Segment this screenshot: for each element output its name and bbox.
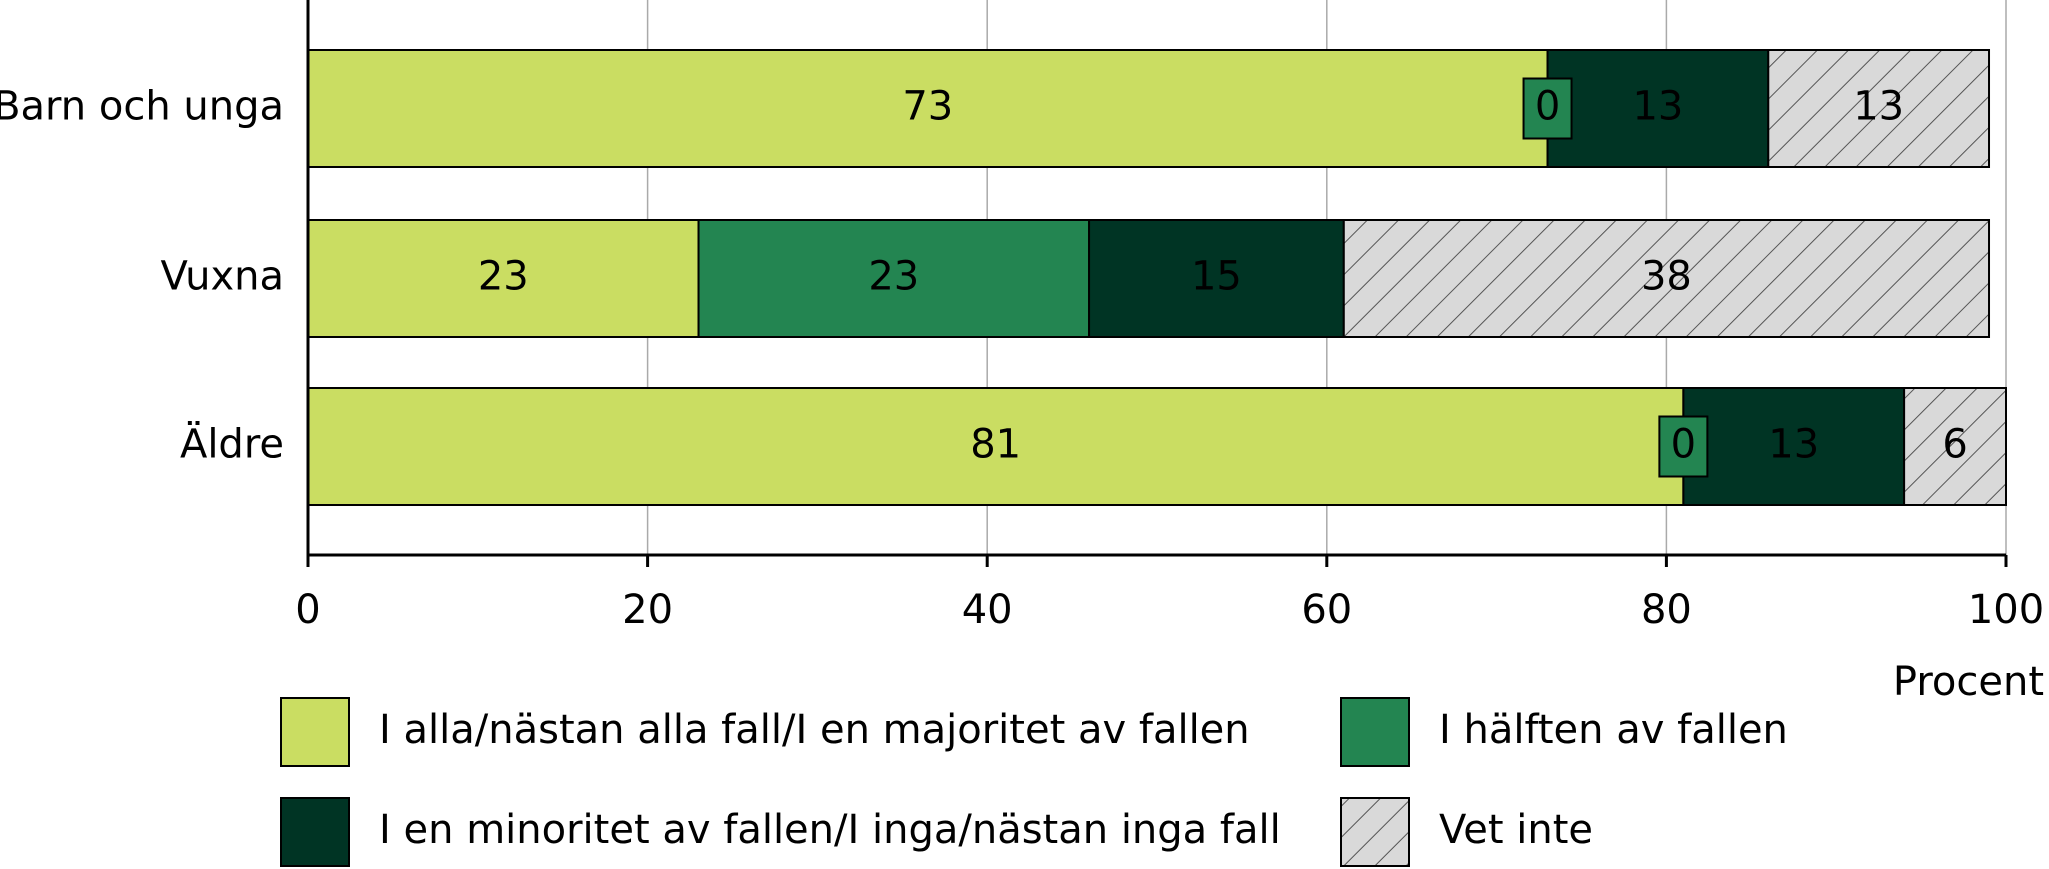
value-label: 13 [1768, 422, 1819, 468]
bar-segment [1903, 387, 2007, 506]
value-label: 23 [478, 254, 529, 300]
bar-segment [307, 387, 1685, 506]
legend-label: Vet inte [1439, 807, 1593, 853]
x-axis-label: Procent [1893, 659, 2044, 705]
legend-label: I en minoritet av fallen/I inga/nästan i… [379, 807, 1281, 853]
x-tick-label: 20 [622, 587, 673, 633]
bar-segment [1767, 49, 1991, 168]
value-label: 15 [1191, 254, 1242, 300]
legend-swatch [280, 797, 350, 867]
value-label: 0 [1535, 84, 1560, 130]
bar-segment [1546, 49, 1770, 168]
bar-segment [307, 219, 700, 338]
x-tick-label: 60 [1301, 587, 1352, 633]
x-tick-label: 100 [1968, 587, 2044, 633]
zero-label-box [1522, 77, 1573, 140]
value-label: 73 [902, 84, 953, 130]
value-label: 6 [1942, 422, 1967, 468]
value-label: 81 [970, 422, 1021, 468]
legend-swatch [1340, 697, 1410, 767]
y-tick-label: Vuxna [160, 254, 284, 300]
bar-segment [1342, 219, 1991, 338]
bar-segment [697, 219, 1091, 338]
legend-swatch [280, 697, 350, 767]
y-tick-label: Barn och unga [0, 84, 284, 130]
x-tick-label: 0 [295, 587, 320, 633]
zero-label-box [1658, 415, 1709, 478]
y-tick-label: Äldre [180, 420, 284, 468]
value-label: 23 [868, 254, 919, 300]
x-tick-label: 40 [962, 587, 1013, 633]
value-label: 38 [1641, 254, 1692, 300]
legend-swatch [1340, 797, 1410, 867]
bar-segment [1088, 219, 1345, 338]
value-label: 13 [1853, 84, 1904, 130]
value-label: 0 [1671, 422, 1696, 468]
bar-segment [1682, 387, 1906, 506]
legend-label: I alla/nästan alla fall/I en majoritet a… [379, 707, 1250, 753]
legend-label: I hälften av fallen [1439, 707, 1788, 753]
value-label: 13 [1632, 84, 1683, 130]
bar-segment [307, 49, 1549, 168]
x-tick-label: 80 [1641, 587, 1692, 633]
